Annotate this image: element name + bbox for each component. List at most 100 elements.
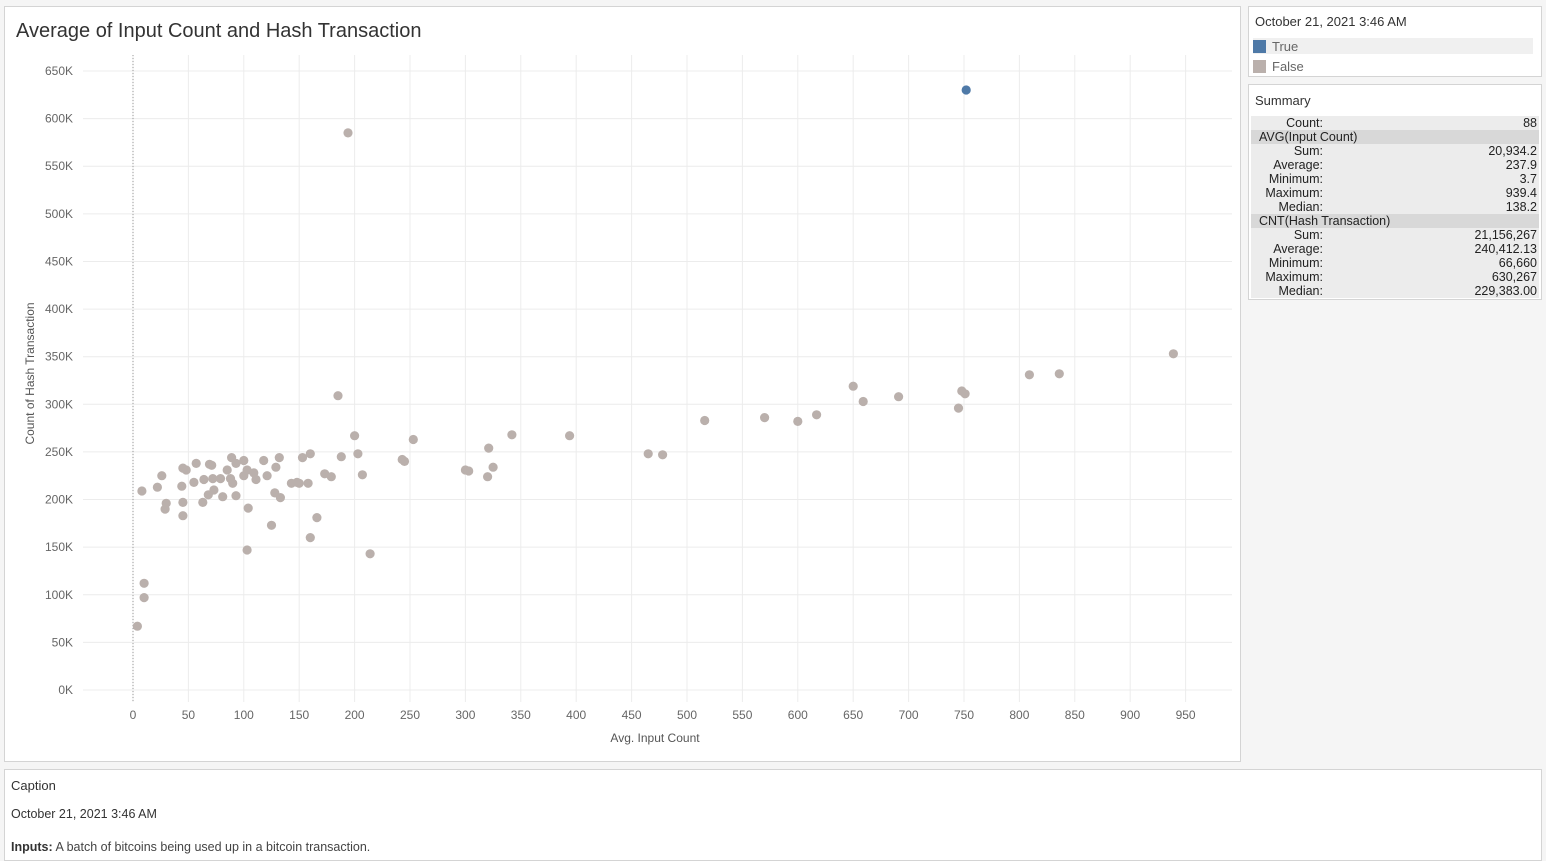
y-tick-label: 250K [45,445,73,459]
data-point-false [333,391,343,401]
summary-value: 237.9 [1505,158,1537,172]
summary-value: 20,934.2 [1488,144,1537,158]
legend-item-false[interactable]: False [1253,58,1533,74]
caption-date: October 21, 2021 3:46 AM [11,807,157,821]
x-tick-label: 100 [234,708,254,722]
summary-row-count: Count: 88 [1251,116,1539,130]
data-point-false [1168,349,1178,359]
data-point-false [399,456,410,466]
y-tick-label: 500K [45,207,73,221]
data-point-false [139,593,149,603]
summary-label: Count: [1286,116,1323,130]
data-point-false [760,413,770,423]
y-axis-title: Count of Hash Transaction [23,302,37,444]
data-point-false [242,545,252,555]
x-tick-label: 300 [455,708,475,722]
summary-label: Median: [1278,284,1323,298]
y-tick-label: 400K [45,302,73,316]
data-point-false [343,128,353,138]
x-tick-label: 850 [1065,708,1085,722]
x-tick-label: 950 [1176,708,1196,722]
legend-swatch-false [1253,59,1266,73]
data-point-false [294,478,304,488]
summary-label: Average: [1273,158,1323,172]
x-tick-label: 250 [400,708,420,722]
data-point-false [848,381,858,391]
data-point-false [643,449,653,459]
caption-panel: Caption October 21, 2021 3:46 AM Inputs:… [4,769,1542,861]
data-point-false [215,474,226,484]
data-point-false [209,485,219,495]
data-point-false [177,481,187,491]
data-point-false [793,416,803,426]
data-point-false [700,415,710,426]
summary-label: Median: [1278,200,1323,214]
caption-note: Inputs: A batch of bitcoins being used u… [11,840,370,854]
data-point-false [507,430,517,440]
caption-note-text: A batch of bitcoins being used up in a b… [52,840,371,854]
y-tick-label: 100K [45,588,73,602]
x-tick-label: 650 [843,708,863,722]
y-tick-label: 600K [45,112,73,126]
data-point-false [266,520,277,530]
data-point-false [243,503,253,513]
summary-row: Sum: 21,156,267 [1251,228,1539,242]
data-point-false [207,460,217,470]
y-tick-label: 550K [45,159,73,173]
summary-value: 138.2 [1505,200,1537,214]
data-point-false [231,458,241,468]
data-point-false [228,478,238,488]
chart-title: Average of Input Count and Hash Transact… [16,20,422,42]
summary-table: Count: 88 AVG(Input Count) Sum: 20,934.2… [1251,116,1539,298]
caption-note-label: Inputs: [11,840,53,854]
summary-group-header: AVG(Input Count) [1251,130,1539,144]
legend-swatch-true [1253,39,1266,53]
data-point-false [305,449,315,459]
data-point-false [132,621,142,631]
summary-label: Maximum: [1265,186,1323,200]
y-tick-label: 50K [52,635,73,649]
summary-value: 21,156,267 [1474,228,1537,242]
y-tick-label: 450K [45,254,73,268]
data-point-false [565,431,575,441]
data-point-false [488,462,498,472]
data-point-false [152,482,162,492]
x-tick-label: 600 [788,708,808,722]
x-tick-label: 750 [954,708,974,722]
legend-item-true[interactable]: True [1253,38,1533,54]
data-point-false [953,403,964,413]
data-point-false [658,450,668,460]
data-point-false [274,453,284,463]
x-tick-label: 50 [182,708,196,722]
summary-label: Minimum: [1268,172,1323,186]
x-tick-label: 0 [130,708,137,722]
summary-panel: Summary Count: 88 AVG(Input Count) Sum: … [1248,84,1542,300]
data-point-false [157,471,167,481]
summary-value: 88 [1523,116,1537,130]
x-tick-label: 400 [566,708,586,722]
data-point-false [189,477,199,487]
summary-label: Average: [1273,242,1323,256]
x-tick-label: 200 [345,708,365,722]
summary-value: 630,267 [1491,270,1537,284]
legend-title: October 21, 2021 3:46 AM [1255,14,1407,29]
summary-value: 240,412.13 [1474,242,1537,256]
data-point-false [483,472,493,482]
data-point-false [239,455,249,466]
data-point-false [139,578,149,588]
data-point-false [181,465,191,475]
data-point-false [408,434,418,445]
data-point-false [312,513,322,523]
legend-label-true: True [1272,38,1299,54]
data-point-false [222,465,232,475]
scatter-plot[interactable]: 0 50 100 150 200 250 300 350 400 450 500 550 600 650 7… [5,7,1240,761]
data-point-false [208,474,218,484]
data-point-false [484,443,494,453]
data-point-false [191,458,201,468]
caption-title: Caption [11,778,56,793]
summary-label: Maximum: [1265,270,1323,284]
summary-value: 3.7 [1519,172,1537,186]
data-point-false [812,410,822,420]
x-tick-label: 450 [622,708,642,722]
summary-row: Average: 237.9 [1251,158,1539,172]
